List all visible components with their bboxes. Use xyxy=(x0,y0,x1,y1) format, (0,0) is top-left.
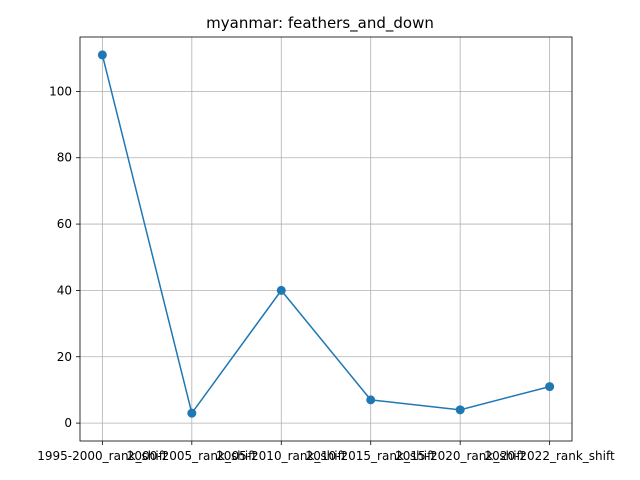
x-tick-label: 2010-2015_rank_shift xyxy=(306,449,436,463)
chart-title: myanmar: feathers_and_down xyxy=(206,14,434,33)
x-tick-label: 2005-2010_rank_shift xyxy=(216,449,346,463)
y-tick-label: 100 xyxy=(49,84,72,98)
y-tick-label: 20 xyxy=(57,350,72,364)
grid-lines xyxy=(80,37,572,441)
data-point xyxy=(545,382,555,392)
data-point xyxy=(187,408,197,418)
y-tick-label: 0 xyxy=(64,416,72,430)
x-tick-label: 2020-2022_rank_shift xyxy=(485,449,615,463)
series-group xyxy=(97,50,555,418)
data-point xyxy=(455,405,465,415)
data-point xyxy=(366,395,376,405)
x-tick-label: 2000-2005_rank_shift xyxy=(127,449,257,463)
x-tick-label: 2015-2020_rank_shift xyxy=(395,449,525,463)
x-tick-label: 1995-2000_rank_shift xyxy=(37,449,167,463)
data-point xyxy=(276,285,286,295)
series-line xyxy=(101,54,550,415)
y-tick-label: 80 xyxy=(57,151,72,165)
y-tick-label: 60 xyxy=(57,217,72,231)
axis-ticks: 1995-2000_rank_shift2000-2005_rank_shift… xyxy=(37,84,615,463)
y-tick-label: 40 xyxy=(57,283,72,297)
data-point xyxy=(97,50,107,60)
plot-area-frame xyxy=(79,36,573,442)
